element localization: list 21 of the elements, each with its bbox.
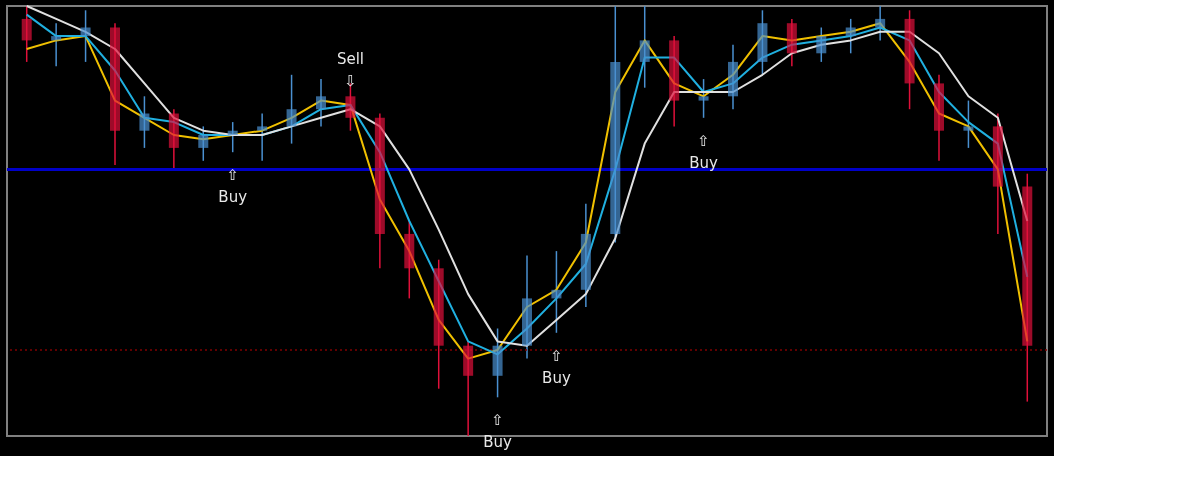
annotation: Sell ⇩ (336, 50, 364, 91)
candlestick (551, 250, 562, 334)
candlestick (845, 18, 856, 55)
candlestick (227, 121, 238, 153)
candlestick (698, 78, 709, 119)
candlestick (198, 125, 209, 162)
candlestick (80, 9, 91, 63)
annotation: ⇧ Buy (483, 411, 513, 452)
candlestick (963, 99, 974, 149)
annotation: ⇧ Buy (689, 131, 719, 172)
candlestick (51, 22, 62, 67)
candlestick (21, 5, 32, 63)
candlestick (286, 74, 297, 145)
candlestick (816, 26, 827, 63)
annotation: ⇧ Buy (542, 346, 571, 387)
annotation: ⇧ Buy (218, 166, 248, 207)
candlestick (139, 95, 150, 149)
candlestick (875, 5, 886, 42)
candlestick (316, 78, 326, 128)
candlestick (639, 5, 650, 89)
candlestick (257, 112, 268, 162)
